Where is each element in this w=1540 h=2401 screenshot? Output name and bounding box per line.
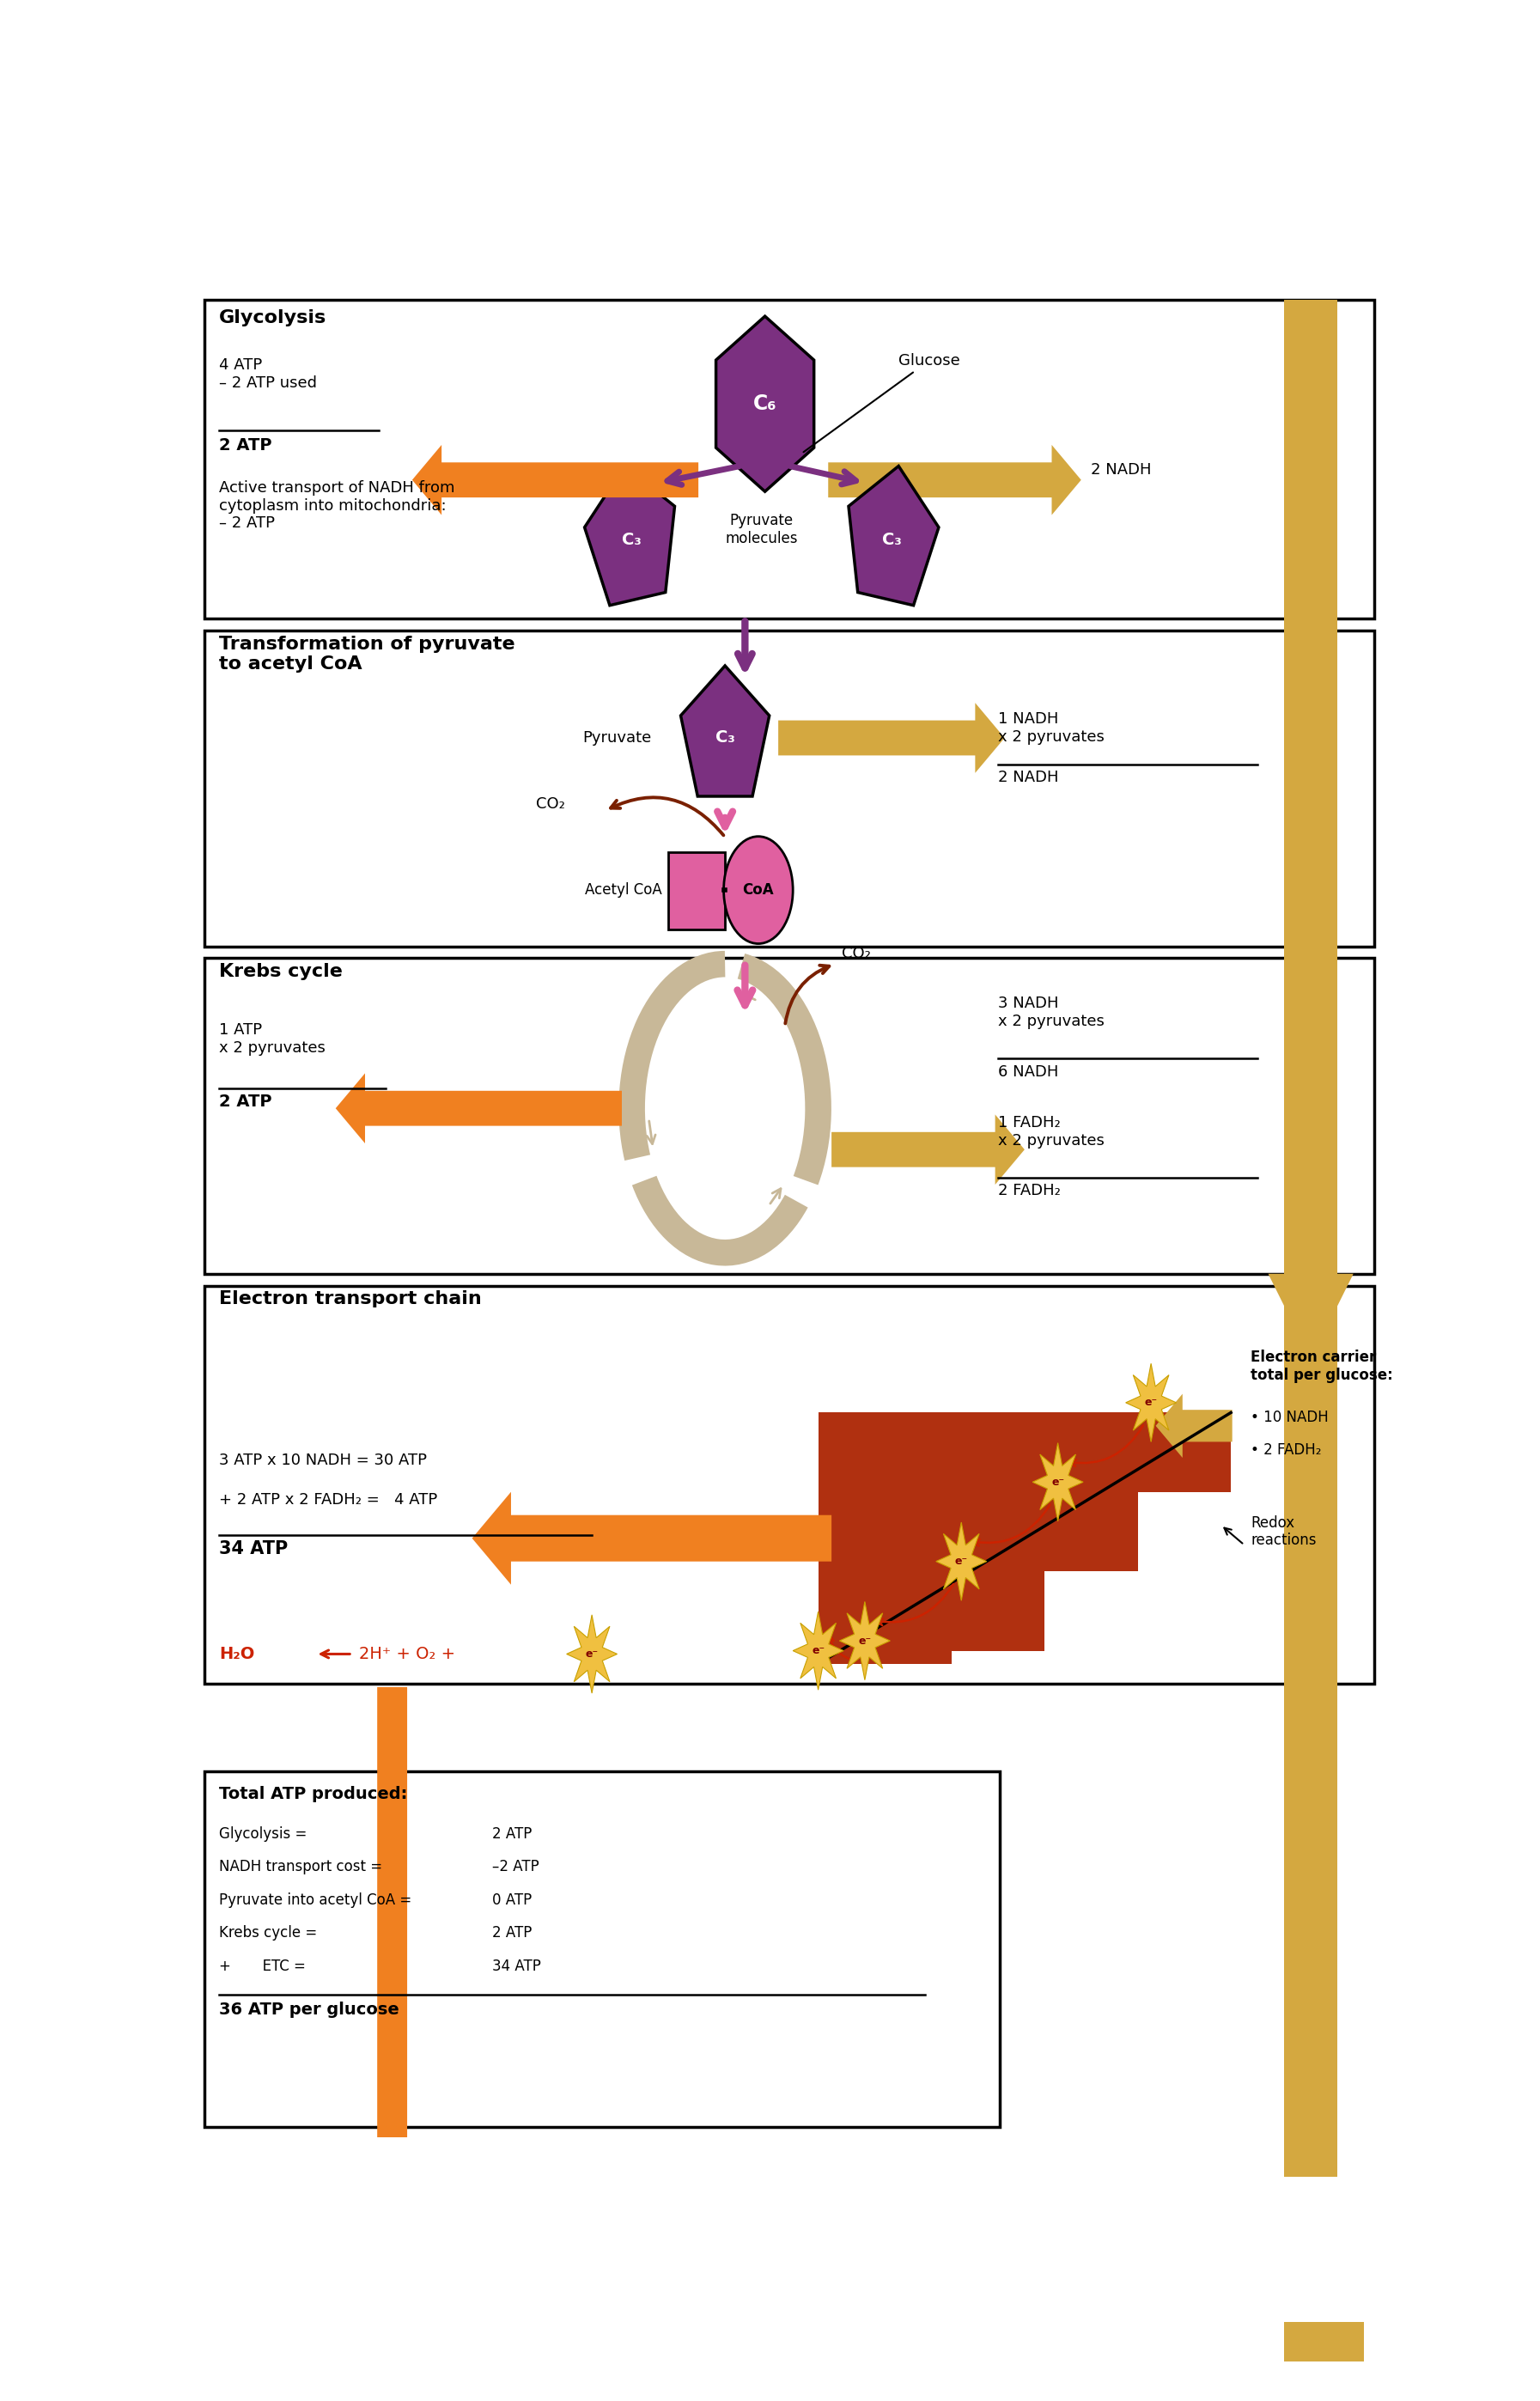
- Circle shape: [724, 836, 793, 944]
- Polygon shape: [818, 1412, 1230, 1664]
- Text: C₆: C₆: [753, 394, 776, 415]
- Text: 34 ATP: 34 ATP: [219, 1541, 288, 1558]
- Text: H₂O: H₂O: [219, 1645, 254, 1661]
- Text: e⁻: e⁻: [955, 1556, 967, 1568]
- Polygon shape: [716, 317, 815, 492]
- Text: C₃: C₃: [622, 531, 642, 547]
- Polygon shape: [1032, 1443, 1083, 1522]
- Polygon shape: [936, 1522, 987, 1601]
- FancyBboxPatch shape: [1284, 300, 1337, 2178]
- Text: 34 ATP: 34 ATP: [493, 1959, 541, 1974]
- Text: Electron carrier
total per glucose:: Electron carrier total per glucose:: [1250, 1349, 1394, 1383]
- Text: 36 ATP per glucose: 36 ATP per glucose: [219, 2002, 399, 2017]
- FancyBboxPatch shape: [205, 300, 1374, 619]
- Polygon shape: [849, 466, 939, 605]
- Polygon shape: [681, 665, 770, 797]
- Text: + 2 ATP x 2 FADH₂ =   4 ATP: + 2 ATP x 2 FADH₂ = 4 ATP: [219, 1491, 437, 1508]
- Text: 1 ATP
x 2 pyruvates: 1 ATP x 2 pyruvates: [219, 1023, 325, 1056]
- Text: 2 ATP: 2 ATP: [219, 1095, 273, 1109]
- Text: C₃: C₃: [715, 730, 735, 747]
- FancyBboxPatch shape: [205, 631, 1374, 946]
- Text: Redox
reactions: Redox reactions: [1250, 1515, 1317, 1549]
- Text: e⁻: e⁻: [858, 1635, 872, 1647]
- FancyBboxPatch shape: [1284, 2322, 1364, 2363]
- Polygon shape: [1155, 1395, 1232, 1457]
- FancyBboxPatch shape: [1284, 631, 1337, 946]
- Text: 2 FADH₂: 2 FADH₂: [998, 1184, 1061, 1198]
- Text: Glycolysis =: Glycolysis =: [219, 1827, 306, 1842]
- Polygon shape: [336, 1073, 622, 1143]
- Polygon shape: [839, 1601, 890, 1681]
- Text: Pyruvate: Pyruvate: [582, 730, 651, 747]
- Polygon shape: [832, 1114, 1024, 1184]
- Text: 2 ATP: 2 ATP: [219, 437, 273, 454]
- Text: CO₂: CO₂: [536, 797, 565, 812]
- Text: Active transport of NADH from
cytoplasm into mitochondria:
– 2 ATP: Active transport of NADH from cytoplasm …: [219, 480, 454, 531]
- Text: Electron transport chain: Electron transport chain: [219, 1289, 482, 1309]
- Polygon shape: [793, 1611, 844, 1690]
- Polygon shape: [1267, 1275, 1354, 1359]
- Polygon shape: [1126, 1364, 1177, 1443]
- Text: 2 NADH: 2 NADH: [1092, 463, 1152, 478]
- Polygon shape: [585, 466, 675, 605]
- Text: 2H⁺ + O₂ +: 2H⁺ + O₂ +: [359, 1645, 456, 1661]
- FancyBboxPatch shape: [205, 1285, 1374, 1683]
- Text: 2 ATP: 2 ATP: [493, 1926, 531, 1940]
- Polygon shape: [473, 1491, 832, 1585]
- FancyBboxPatch shape: [205, 958, 1374, 1273]
- Text: • 2 FADH₂: • 2 FADH₂: [1250, 1443, 1321, 1457]
- Text: Acetyl CoA: Acetyl CoA: [585, 881, 662, 898]
- Text: Pyruvate
molecules: Pyruvate molecules: [725, 514, 798, 547]
- Text: 6 NADH: 6 NADH: [998, 1064, 1058, 1080]
- Text: 1 NADH
x 2 pyruvates: 1 NADH x 2 pyruvates: [998, 711, 1104, 744]
- Polygon shape: [829, 444, 1081, 514]
- Text: e⁻: e⁻: [585, 1649, 599, 1659]
- Polygon shape: [567, 1616, 618, 1693]
- Polygon shape: [413, 444, 698, 514]
- Text: 3 ATP x 10 NADH = 30 ATP: 3 ATP x 10 NADH = 30 ATP: [219, 1453, 427, 1467]
- Text: 1 FADH₂
x 2 pyruvates: 1 FADH₂ x 2 pyruvates: [998, 1114, 1104, 1148]
- Polygon shape: [778, 703, 1004, 773]
- Text: –2 ATP: –2 ATP: [493, 1858, 539, 1875]
- Text: Transformation of pyruvate
to acetyl CoA: Transformation of pyruvate to acetyl CoA: [219, 636, 514, 672]
- Text: Krebs cycle =: Krebs cycle =: [219, 1926, 317, 1940]
- Polygon shape: [362, 1688, 422, 2401]
- Text: e⁻: e⁻: [812, 1645, 825, 1657]
- FancyBboxPatch shape: [205, 1772, 999, 2127]
- Text: • 10 NADH: • 10 NADH: [1250, 1409, 1329, 1424]
- Text: NADH transport cost =: NADH transport cost =: [219, 1858, 382, 1875]
- Text: +       ETC =: + ETC =: [219, 1959, 306, 1974]
- Text: Glucose: Glucose: [804, 353, 959, 451]
- Text: 2 ATP: 2 ATP: [493, 1827, 531, 1842]
- Text: CoA: CoA: [742, 881, 775, 898]
- Text: Krebs cycle: Krebs cycle: [219, 963, 343, 980]
- Text: 0 ATP: 0 ATP: [493, 1892, 531, 1909]
- Text: e⁻: e⁻: [1052, 1477, 1064, 1489]
- Text: e⁻: e⁻: [1144, 1397, 1158, 1409]
- Text: 4 ATP
– 2 ATP used: 4 ATP – 2 ATP used: [219, 358, 317, 391]
- FancyBboxPatch shape: [1284, 958, 1337, 1273]
- FancyBboxPatch shape: [668, 852, 725, 929]
- Text: Glycolysis: Glycolysis: [219, 310, 326, 327]
- Text: 3 NADH
x 2 pyruvates: 3 NADH x 2 pyruvates: [998, 996, 1104, 1030]
- Text: C₃: C₃: [882, 531, 901, 547]
- FancyBboxPatch shape: [1284, 300, 1337, 619]
- Text: Total ATP produced:: Total ATP produced:: [219, 1786, 408, 1803]
- Text: 2 NADH: 2 NADH: [998, 771, 1058, 785]
- Text: Pyruvate into acetyl CoA =: Pyruvate into acetyl CoA =: [219, 1892, 411, 1909]
- Text: CO₂: CO₂: [841, 946, 870, 960]
